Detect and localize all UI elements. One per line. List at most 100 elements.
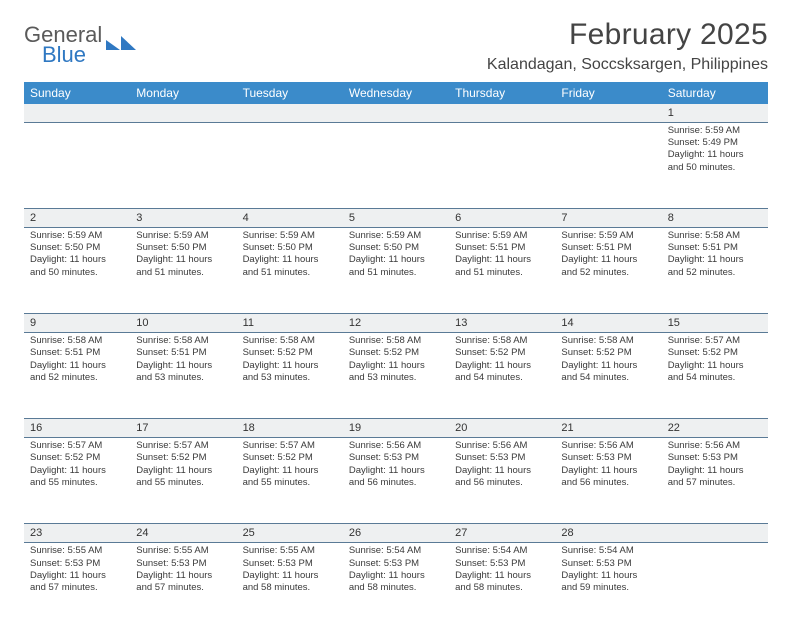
day-body-cell: Sunrise: 5:56 AM Sunset: 5:53 PM Dayligh…: [449, 438, 555, 524]
month-title: February 2025: [487, 18, 768, 52]
day-number-cell: 14: [555, 314, 661, 333]
day-number-cell: 21: [555, 419, 661, 438]
day-number-cell: 3: [130, 209, 236, 228]
day-number-cell: 28: [555, 524, 661, 543]
day-body-text: Sunrise: 5:58 AM Sunset: 5:51 PM Dayligh…: [662, 228, 768, 283]
brand-word-blue: Blue: [42, 44, 102, 66]
brand-wordmark: General Blue: [24, 24, 102, 66]
day-body-text: Sunrise: 5:55 AM Sunset: 5:53 PM Dayligh…: [24, 543, 130, 598]
day-number-cell: 20: [449, 419, 555, 438]
day-body-cell: Sunrise: 5:55 AM Sunset: 5:53 PM Dayligh…: [237, 543, 343, 629]
day-number-cell: 17: [130, 419, 236, 438]
day-body-text: Sunrise: 5:56 AM Sunset: 5:53 PM Dayligh…: [449, 438, 555, 493]
day-body-text: [662, 543, 768, 549]
day-body-cell: Sunrise: 5:58 AM Sunset: 5:52 PM Dayligh…: [555, 333, 661, 419]
day-body-cell: Sunrise: 5:54 AM Sunset: 5:53 PM Dayligh…: [343, 543, 449, 629]
day-body-cell: Sunrise: 5:54 AM Sunset: 5:53 PM Dayligh…: [555, 543, 661, 629]
day-number-cell: 5: [343, 209, 449, 228]
day-body-text: Sunrise: 5:55 AM Sunset: 5:53 PM Dayligh…: [130, 543, 236, 598]
day-number-cell: 1: [662, 104, 768, 123]
dayname-thursday: Thursday: [449, 82, 555, 104]
day-body-text: Sunrise: 5:57 AM Sunset: 5:52 PM Dayligh…: [130, 438, 236, 493]
day-body-cell: Sunrise: 5:54 AM Sunset: 5:53 PM Dayligh…: [449, 543, 555, 629]
day-number-cell: 8: [662, 209, 768, 228]
day-body-text: Sunrise: 5:56 AM Sunset: 5:53 PM Dayligh…: [343, 438, 449, 493]
brand-mark-icon: [106, 34, 136, 56]
day-body-text: Sunrise: 5:58 AM Sunset: 5:52 PM Dayligh…: [237, 333, 343, 388]
title-block: February 2025 Kalandagan, Soccsksargen, …: [487, 18, 768, 74]
day-body-cell: Sunrise: 5:58 AM Sunset: 5:52 PM Dayligh…: [237, 333, 343, 419]
day-body-cell: [449, 123, 555, 209]
day-body-cell: Sunrise: 5:57 AM Sunset: 5:52 PM Dayligh…: [662, 333, 768, 419]
day-body-text: Sunrise: 5:55 AM Sunset: 5:53 PM Dayligh…: [237, 543, 343, 598]
day-body-text: Sunrise: 5:56 AM Sunset: 5:53 PM Dayligh…: [555, 438, 661, 493]
week-daynum-row: 1: [24, 104, 768, 123]
week-daynum-row: 2345678: [24, 209, 768, 228]
day-number-cell: 27: [449, 524, 555, 543]
day-number-cell: [449, 104, 555, 123]
day-body-cell: Sunrise: 5:56 AM Sunset: 5:53 PM Dayligh…: [555, 438, 661, 524]
day-number-cell: [555, 104, 661, 123]
day-number-cell: 23: [24, 524, 130, 543]
day-body-cell: [662, 543, 768, 629]
location-subtitle: Kalandagan, Soccsksargen, Philippines: [487, 56, 768, 74]
day-body-text: Sunrise: 5:59 AM Sunset: 5:50 PM Dayligh…: [237, 228, 343, 283]
day-number-cell: 16: [24, 419, 130, 438]
day-body-cell: [24, 123, 130, 209]
day-body-text: Sunrise: 5:58 AM Sunset: 5:52 PM Dayligh…: [555, 333, 661, 388]
day-body-cell: Sunrise: 5:58 AM Sunset: 5:51 PM Dayligh…: [662, 228, 768, 314]
day-number-cell: [130, 104, 236, 123]
day-number-cell: 9: [24, 314, 130, 333]
dayname-saturday: Saturday: [662, 82, 768, 104]
day-number-cell: 13: [449, 314, 555, 333]
day-body-cell: Sunrise: 5:58 AM Sunset: 5:52 PM Dayligh…: [449, 333, 555, 419]
day-number-cell: 10: [130, 314, 236, 333]
day-body-cell: Sunrise: 5:59 AM Sunset: 5:51 PM Dayligh…: [449, 228, 555, 314]
page-header: General Blue February 2025 Kalandagan, S…: [24, 18, 768, 74]
dayname-sunday: Sunday: [24, 82, 130, 104]
calendar-table: Sunday Monday Tuesday Wednesday Thursday…: [24, 82, 768, 629]
day-body-text: [24, 123, 130, 129]
week-daynum-row: 9101112131415: [24, 314, 768, 333]
day-number-cell: 2: [24, 209, 130, 228]
day-number-cell: [24, 104, 130, 123]
week-daynum-row: 16171819202122: [24, 419, 768, 438]
day-number-cell: [237, 104, 343, 123]
day-body-text: [555, 123, 661, 129]
week-body-row: Sunrise: 5:59 AM Sunset: 5:50 PM Dayligh…: [24, 228, 768, 314]
day-body-cell: Sunrise: 5:55 AM Sunset: 5:53 PM Dayligh…: [130, 543, 236, 629]
day-number-cell: 15: [662, 314, 768, 333]
day-body-cell: Sunrise: 5:58 AM Sunset: 5:51 PM Dayligh…: [130, 333, 236, 419]
day-body-text: Sunrise: 5:56 AM Sunset: 5:53 PM Dayligh…: [662, 438, 768, 493]
calendar-header-row: Sunday Monday Tuesday Wednesday Thursday…: [24, 82, 768, 104]
day-number-cell: 7: [555, 209, 661, 228]
day-body-cell: Sunrise: 5:57 AM Sunset: 5:52 PM Dayligh…: [237, 438, 343, 524]
day-body-text: [237, 123, 343, 129]
calendar-page: General Blue February 2025 Kalandagan, S…: [0, 0, 792, 612]
week-daynum-row: 232425262728: [24, 524, 768, 543]
day-number-cell: 18: [237, 419, 343, 438]
dayname-monday: Monday: [130, 82, 236, 104]
day-body-text: Sunrise: 5:58 AM Sunset: 5:51 PM Dayligh…: [24, 333, 130, 388]
day-number-cell: [343, 104, 449, 123]
week-body-row: Sunrise: 5:59 AM Sunset: 5:49 PM Dayligh…: [24, 123, 768, 209]
calendar-body: 1Sunrise: 5:59 AM Sunset: 5:49 PM Daylig…: [24, 104, 768, 629]
dayname-friday: Friday: [555, 82, 661, 104]
day-body-cell: Sunrise: 5:59 AM Sunset: 5:50 PM Dayligh…: [343, 228, 449, 314]
day-body-text: Sunrise: 5:59 AM Sunset: 5:49 PM Dayligh…: [662, 123, 768, 178]
day-body-cell: Sunrise: 5:55 AM Sunset: 5:53 PM Dayligh…: [24, 543, 130, 629]
day-body-text: [130, 123, 236, 129]
day-body-cell: Sunrise: 5:58 AM Sunset: 5:51 PM Dayligh…: [24, 333, 130, 419]
week-body-row: Sunrise: 5:57 AM Sunset: 5:52 PM Dayligh…: [24, 438, 768, 524]
day-body-text: Sunrise: 5:59 AM Sunset: 5:50 PM Dayligh…: [24, 228, 130, 283]
day-body-text: Sunrise: 5:57 AM Sunset: 5:52 PM Dayligh…: [662, 333, 768, 388]
day-number-cell: 12: [343, 314, 449, 333]
day-body-text: [343, 123, 449, 129]
day-number-cell: 24: [130, 524, 236, 543]
day-body-text: Sunrise: 5:59 AM Sunset: 5:51 PM Dayligh…: [449, 228, 555, 283]
day-body-cell: [130, 123, 236, 209]
week-body-row: Sunrise: 5:58 AM Sunset: 5:51 PM Dayligh…: [24, 333, 768, 419]
day-body-text: Sunrise: 5:57 AM Sunset: 5:52 PM Dayligh…: [237, 438, 343, 493]
day-body-text: Sunrise: 5:59 AM Sunset: 5:50 PM Dayligh…: [343, 228, 449, 283]
day-body-cell: Sunrise: 5:58 AM Sunset: 5:52 PM Dayligh…: [343, 333, 449, 419]
